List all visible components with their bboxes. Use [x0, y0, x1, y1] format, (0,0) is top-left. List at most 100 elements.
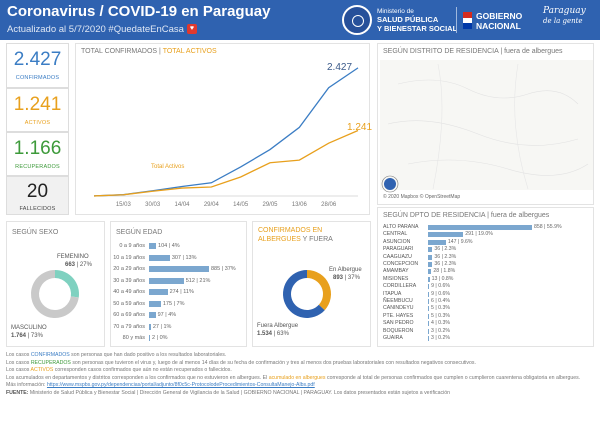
dpto-label: GUAIRA	[383, 335, 403, 341]
dpto-value: 3 | 0.2%	[431, 328, 450, 334]
dpto-row[interactable]: ÑEEMBUCU 6 | 0.4%	[378, 298, 595, 305]
edad-sep: |	[163, 312, 169, 318]
dpto-bar	[428, 313, 429, 319]
edad-bar	[149, 323, 151, 330]
dpto-bar	[428, 291, 430, 297]
masc-pct: 73%	[30, 333, 43, 339]
edad-value: 307 | 13%	[172, 255, 197, 261]
dpto-row[interactable]: ASUNCION 147 | 9.6%	[378, 239, 595, 246]
fuera-value: 1.534	[257, 331, 273, 337]
dpto-value: 3 | 0.2%	[431, 335, 450, 341]
edad-count: 512	[185, 277, 195, 284]
x-tick-label: 14/05	[233, 202, 249, 208]
dpto-sep: |	[440, 261, 445, 267]
edad-label: 50 a 59 años	[113, 300, 145, 307]
dpto-sep: |	[542, 224, 547, 230]
edad-row[interactable]: 80 y más 2 | 0%	[111, 334, 248, 343]
series-line-confirmados	[93, 67, 359, 197]
edad-sep: |	[181, 254, 186, 261]
dpto-label: CANINDEYU	[383, 305, 414, 312]
edad-row[interactable]: 30 a 39 años 512 | 21%	[111, 277, 248, 286]
edad-count: 27	[152, 323, 159, 330]
district-map[interactable]	[378, 44, 595, 206]
dpto-value: 36 | 2.3%	[434, 246, 456, 252]
gob-line2: NACIONAL	[476, 21, 521, 31]
edad-count: 885	[211, 266, 221, 272]
dpto-label: ASUNCION	[383, 238, 411, 245]
dpto-count: 36	[434, 246, 441, 253]
dpto-value: 36 | 2.3%	[434, 254, 456, 260]
sexo-donut[interactable]	[7, 222, 106, 348]
dpto-count: 291	[465, 231, 474, 238]
dpto-bar	[428, 299, 429, 304]
more-info-link[interactable]: https://www.mspbs.gov.py/dependencias/po…	[46, 382, 315, 389]
kpi-label: CONFIRMADOS	[15, 75, 60, 81]
dpto-sep: |	[439, 268, 444, 275]
dpto-value: 9 | 0.6%	[431, 291, 450, 297]
edad-sep: |	[178, 289, 184, 295]
edad-sep: |	[220, 266, 225, 272]
dpto-label: BOQUERON	[383, 327, 414, 334]
edad-sep: |	[158, 323, 164, 330]
fem-value: 663	[65, 262, 76, 268]
dpto-row[interactable]: BOQUERON 3 | 0.2%	[378, 328, 595, 335]
edad-pct: 13%	[185, 254, 197, 261]
trend-title-sep: |	[157, 48, 163, 55]
dpto-pct: 0.3%	[438, 305, 450, 312]
kpi-fallecidos[interactable]: 20 FALLECIDOS	[6, 176, 69, 215]
fem-label: FEMENINO	[57, 254, 89, 260]
dpto-row[interactable]: PARAGUARI 36 | 2.3%	[378, 246, 595, 253]
header-bar: Coronavirus / COVID-19 en Paraguay Actua…	[0, 0, 600, 40]
edad-row[interactable]: 20 a 29 años 885 | 37%	[111, 265, 248, 274]
dpto-row[interactable]: CAAGUAZU 36 | 2.3%	[378, 254, 595, 261]
dpto-row[interactable]: SAN PEDRO 4 | 0.3%	[378, 320, 595, 327]
x-tick-label: 15/03	[116, 202, 132, 208]
map-credit: © 2020 Mapbox © OpenStreetMap	[383, 194, 461, 200]
edad-panel: SEGÚN EDAD 0 a 9 años 104 | 4% 10 a 19 año…	[110, 221, 247, 347]
masc-label: MASCULINO	[11, 325, 47, 331]
dpto-row[interactable]: ALTO PARANA 858 | 55.9%	[378, 224, 595, 231]
edad-row[interactable]: 70 a 79 años 27 | 1%	[111, 323, 248, 332]
edad-row[interactable]: 40 a 49 años 274 | 11%	[111, 288, 248, 297]
dpto-row[interactable]: CANINDEYU 5 | 0.3%	[378, 305, 595, 312]
dpto-row[interactable]: ITAPUA 9 | 0.6%	[378, 291, 595, 298]
dpto-pct: 0.3%	[438, 312, 450, 319]
edad-row[interactable]: 60 a 69 años 97 | 4%	[111, 311, 248, 320]
dpto-count: 28	[433, 268, 440, 275]
albergue-panel: CONFIRMADOS EN ALBERGUES Y FUERA En Albe…	[252, 221, 371, 347]
note-text: Los casos	[6, 359, 31, 366]
para-line2: de la gente	[543, 17, 583, 25]
edad-bar	[149, 254, 170, 261]
kpi-activos[interactable]: 1.241 ACTIVOS	[6, 88, 69, 132]
dpto-pct: 0.2%	[438, 327, 450, 334]
edad-row[interactable]: 0 a 9 años 104 | 4%	[111, 242, 248, 251]
dpto-row[interactable]: GUAIRA 3 | 0.2%	[378, 335, 595, 342]
dpto-row[interactable]: MISIONES 13 | 0.8%	[378, 276, 595, 283]
dpto-row[interactable]: AMAMBAY 28 | 1.8%	[378, 268, 595, 275]
dpto-panel: SEGÚN DPTO DE RESIDENCIA | fuera de albe…	[377, 207, 594, 347]
dpto-row[interactable]: CENTRAL 291 | 19.0%	[378, 231, 595, 238]
albergue-title-b: ALBERGUES	[258, 236, 301, 243]
edad-row[interactable]: 10 a 19 años 307 | 13%	[111, 254, 248, 263]
dpto-sep: |	[456, 238, 461, 245]
dpto-label: MISIONES	[383, 275, 409, 282]
kpi-recuperados[interactable]: 1.166 RECUPERADOS	[6, 132, 69, 176]
trend-chart[interactable]: 15/03 30/03 14/04 29/04 14/05 29/05 13/06 28/06	[76, 44, 371, 216]
dpto-label: AMAMBAY	[383, 268, 409, 275]
dpto-sep: |	[433, 305, 439, 312]
dpto-value: 147 | 9.6%	[448, 239, 473, 245]
dpto-row[interactable]: CORDILLERA 9 | 0.6%	[378, 283, 595, 290]
edad-bar	[149, 243, 157, 249]
kpi-confirmados[interactable]: 2.427 CONFIRMADOS	[6, 43, 69, 88]
edad-bar	[149, 266, 209, 272]
edad-row[interactable]: 50 a 59 años 175 | 7%	[111, 300, 248, 309]
dpto-row[interactable]: CONCEPCION 36 | 2.3%	[378, 261, 595, 268]
dpto-label: SAN PEDRO	[383, 320, 414, 327]
dpto-bar	[428, 247, 433, 253]
masc-value: 1.764	[11, 333, 27, 339]
edad-count: 97	[157, 312, 164, 318]
albergue-donut[interactable]	[253, 222, 372, 348]
dpto-value: 6 | 0.4%	[431, 298, 450, 304]
dpto-row[interactable]: PTE. HAYES 5 | 0.3%	[378, 313, 595, 320]
map-panel[interactable]: SEGÚN DISTRITO DE RESIDENCIA | fuera de …	[377, 43, 594, 205]
